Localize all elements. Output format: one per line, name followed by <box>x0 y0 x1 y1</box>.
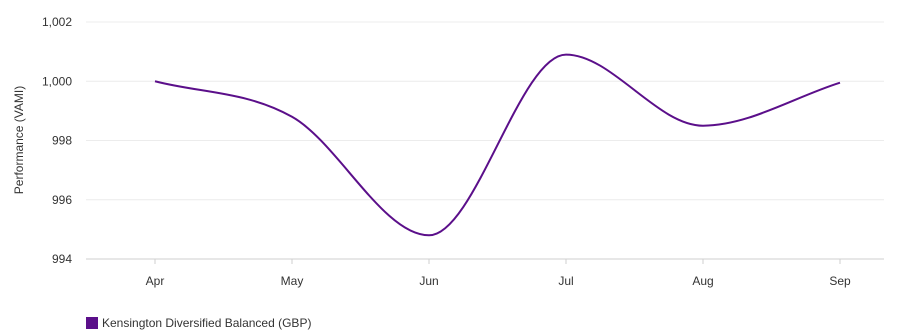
x-tick-label: Aug <box>692 274 713 288</box>
x-tick-label: Sep <box>829 274 851 288</box>
x-tick-label: May <box>281 274 304 288</box>
y-axis-ticks: 994 996 998 1,000 1,002 <box>42 15 72 266</box>
legend-label: Kensington Diversified Balanced (GBP) <box>102 316 312 330</box>
series-lines <box>154 53 841 237</box>
series-line[interactable] <box>154 53 841 237</box>
y-tick-label: 1,002 <box>42 15 72 29</box>
legend-swatch <box>86 317 98 329</box>
x-axis: Apr May Jun Jul Aug Sep <box>146 259 851 288</box>
gridlines <box>86 21 884 260</box>
y-tick-label: 1,000 <box>42 74 72 88</box>
x-tick-label: Jul <box>558 274 573 288</box>
y-tick-label: 998 <box>52 134 72 148</box>
y-axis-label: Performance (VAMI) <box>12 86 26 194</box>
x-tick-label: Apr <box>146 274 165 288</box>
x-tick-label: Jun <box>419 274 438 288</box>
y-tick-label: 994 <box>52 252 72 266</box>
legend[interactable]: Kensington Diversified Balanced (GBP) <box>86 316 311 330</box>
y-tick-label: 996 <box>52 193 72 207</box>
